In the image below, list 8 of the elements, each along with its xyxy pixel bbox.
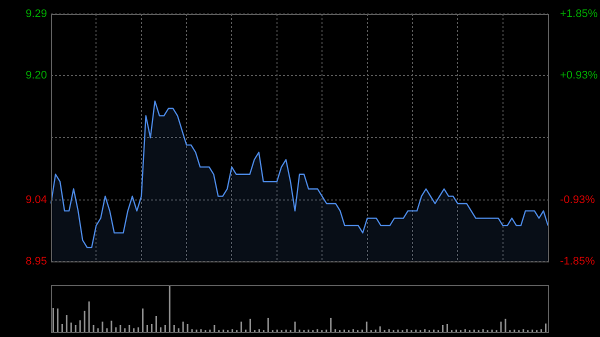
y-tick-label: 9.20 xyxy=(26,70,47,82)
y2-tick-label: -1.85% xyxy=(560,255,596,268)
y-tick-label: 8.95 xyxy=(26,255,47,268)
y-tick-label: 9.29 xyxy=(26,8,47,20)
y2-tick-label: -0.93% xyxy=(560,194,596,206)
y-tick-label: 9.04 xyxy=(26,194,47,206)
y2-tick-label: +0.93% xyxy=(560,70,598,82)
y2-tick-label: +1.85% xyxy=(560,8,598,20)
